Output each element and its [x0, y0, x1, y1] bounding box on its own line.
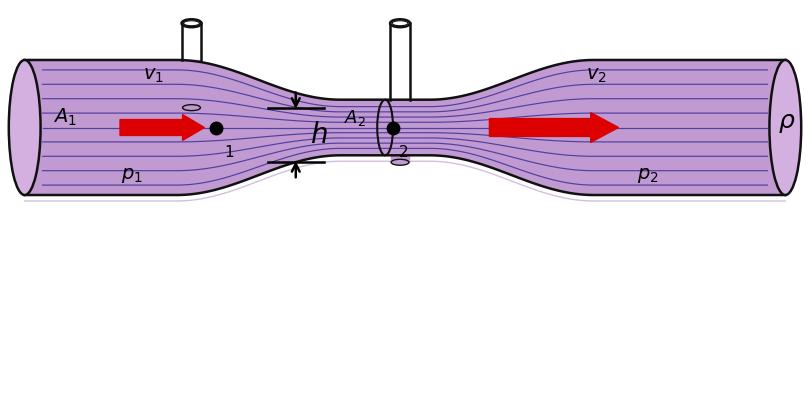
FancyArrow shape: [120, 115, 204, 141]
Ellipse shape: [391, 159, 409, 165]
Text: $A_1$: $A_1$: [53, 106, 76, 128]
Text: 1: 1: [224, 145, 234, 160]
Text: $A_2$: $A_2$: [344, 108, 366, 127]
Text: $v_1$: $v_1$: [143, 66, 164, 85]
Ellipse shape: [770, 60, 801, 195]
Polygon shape: [24, 60, 786, 195]
Text: $p_1$: $p_1$: [121, 166, 143, 185]
Ellipse shape: [9, 60, 41, 195]
Ellipse shape: [181, 19, 202, 27]
Ellipse shape: [392, 21, 408, 26]
FancyArrow shape: [489, 113, 619, 143]
Text: $h$: $h$: [309, 121, 327, 149]
Text: 2: 2: [399, 145, 409, 160]
Text: $\rho$: $\rho$: [778, 110, 795, 135]
Text: $p_2$: $p_2$: [637, 166, 659, 185]
Ellipse shape: [390, 19, 410, 27]
Ellipse shape: [182, 105, 200, 111]
Ellipse shape: [184, 21, 199, 26]
Text: $v_2$: $v_2$: [586, 66, 607, 85]
